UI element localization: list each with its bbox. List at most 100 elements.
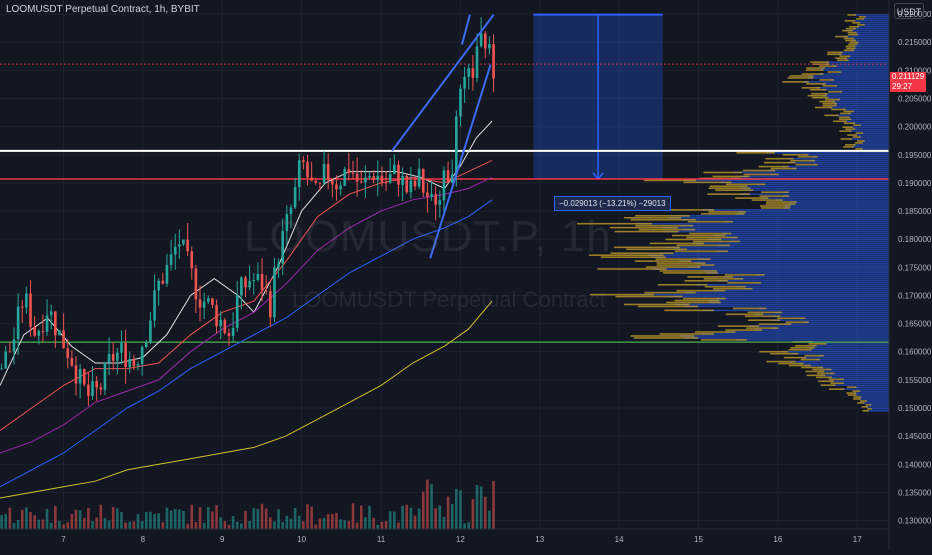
trend-lines[interactable] xyxy=(391,14,495,259)
volume-profile-bar xyxy=(861,142,889,144)
candlesticks xyxy=(0,17,495,406)
volume-bar xyxy=(264,508,268,529)
volume-profile-bar xyxy=(753,281,889,284)
volume-profile-bar xyxy=(867,410,889,412)
volume-profile-bar xyxy=(635,222,889,225)
price-tick-label: 0.130000 xyxy=(898,517,932,526)
volume-profile-bar xyxy=(630,218,696,221)
volume-profile-bar xyxy=(830,79,889,81)
volume-profile-bar xyxy=(851,110,889,113)
price-tick-label: 0.145000 xyxy=(898,432,932,441)
symbol-title[interactable]: LOOMUSDT Perpetual Contract, 1h, BYBIT xyxy=(6,4,200,15)
candle-body xyxy=(442,170,446,201)
volume-profile-bar xyxy=(649,242,704,245)
time-tick-label: 8 xyxy=(141,535,146,544)
volume-profile-bar xyxy=(766,201,797,203)
volume-profile-bar xyxy=(849,25,859,28)
volume-profile-bar xyxy=(847,394,857,396)
volume-bar xyxy=(388,511,392,529)
volume-profile-bar xyxy=(707,193,750,195)
volume-profile-bar xyxy=(845,45,856,48)
volume-bar xyxy=(438,505,442,529)
ma-purple-line xyxy=(0,176,493,454)
volume-bar xyxy=(314,524,318,529)
volume-profile-bar xyxy=(709,185,748,188)
volume-profile-bar xyxy=(801,366,823,369)
candle-body xyxy=(455,116,458,175)
candle-body xyxy=(355,173,359,182)
currency-unit-button[interactable]: USDT xyxy=(894,3,924,19)
volume-bar xyxy=(376,524,380,529)
volume-profile-bar xyxy=(744,315,781,318)
volume-profile-bar xyxy=(659,270,718,272)
price-axis[interactable]: 0.220000 0.215000 0.210000 0.205000 0.200000… xyxy=(898,10,932,525)
price-tick-label: 0.155000 xyxy=(898,376,932,385)
volume-bar xyxy=(153,513,156,529)
volume-profile-bar xyxy=(816,376,832,379)
ma-blue-line xyxy=(0,199,493,488)
volume-bar xyxy=(215,505,218,529)
volume-profile-bar xyxy=(833,102,889,105)
volume-profile-bar xyxy=(864,16,889,18)
volume-profile-bar xyxy=(867,408,872,410)
volume-profile-bar xyxy=(819,100,835,103)
candle-body xyxy=(240,277,243,296)
volume-profile-bar xyxy=(701,333,889,335)
candle-body xyxy=(393,164,396,174)
volume-bar xyxy=(223,521,227,529)
volume-profile-bar xyxy=(701,264,889,266)
time-axis[interactable]: 7 8 9 10 11 12 13 14 15 16 17 xyxy=(61,535,862,544)
volume-profile-bar xyxy=(832,384,889,387)
candle-body xyxy=(347,169,351,173)
volume-profile-bar xyxy=(777,317,806,320)
volume-profile-bar xyxy=(740,193,889,195)
volume-profile-bar xyxy=(693,240,741,243)
volume-profile-bar xyxy=(833,104,889,107)
volume-profile-bar xyxy=(716,297,889,300)
volume-profile-bar xyxy=(850,29,889,32)
volume-profile-bar xyxy=(676,289,726,292)
candle-body xyxy=(41,330,45,332)
measure-tool[interactable] xyxy=(533,13,663,181)
volume-profile-bar xyxy=(828,376,889,379)
volume-profile-bar xyxy=(808,343,827,345)
candle-body xyxy=(128,358,132,368)
price-tick-label: 0.190000 xyxy=(898,179,932,188)
volume-bar xyxy=(66,522,70,529)
candle-body xyxy=(492,44,495,79)
volume-bar xyxy=(281,522,285,529)
candle-body xyxy=(20,306,24,308)
volume-profile-bar xyxy=(708,187,751,190)
volume-profile-bar xyxy=(847,55,889,58)
volume-profile-bar xyxy=(790,159,816,162)
candle-body xyxy=(91,381,94,397)
volume-bar xyxy=(413,515,417,529)
volume-profile-bar xyxy=(816,86,889,89)
volume-profile-bar xyxy=(634,260,692,262)
candle-body xyxy=(8,351,12,353)
volume-profile-bar xyxy=(820,370,889,373)
volume-profile-bar xyxy=(790,167,889,170)
volume-profile-bar xyxy=(861,132,889,134)
volume-profile-bar xyxy=(703,278,744,280)
candle-body xyxy=(223,319,227,334)
candle-body xyxy=(103,362,107,390)
candle-body xyxy=(450,174,454,183)
ma-yellow-line xyxy=(0,300,493,499)
volume-profile-bar xyxy=(647,254,889,257)
candle-body xyxy=(343,169,347,186)
volume-bar xyxy=(359,505,363,529)
price-tick-label: 0.215000 xyxy=(898,38,932,47)
candle-body xyxy=(16,306,20,340)
volume-profile-bar xyxy=(795,345,817,347)
volume-profile-bar xyxy=(784,323,889,325)
volume-profile-bar xyxy=(848,130,889,132)
volume-profile-bar xyxy=(818,73,889,75)
volume-profile-bar xyxy=(718,244,889,247)
price-tick-label: 0.165000 xyxy=(898,320,932,329)
volume-profile-bar xyxy=(863,23,889,26)
volume-profile-bar xyxy=(766,151,889,154)
volume-profile-bar xyxy=(729,240,889,243)
